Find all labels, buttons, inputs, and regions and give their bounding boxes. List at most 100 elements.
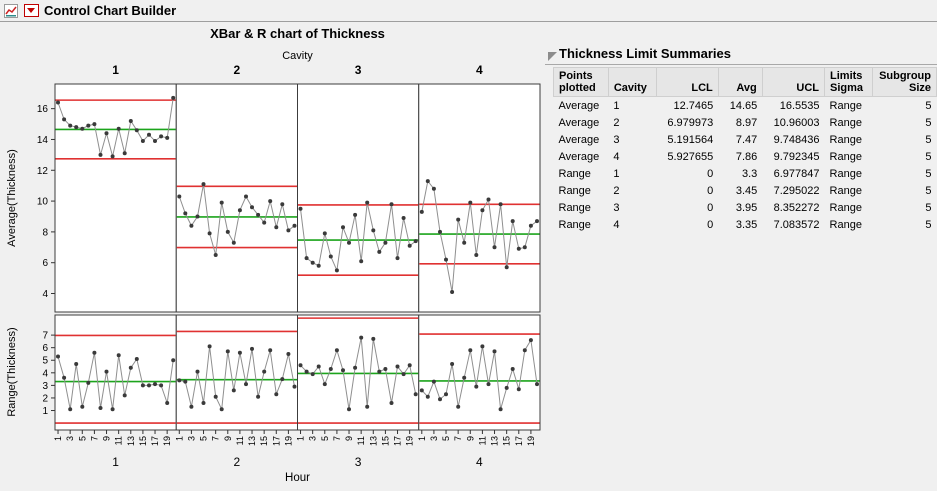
data-point[interactable] [92, 122, 97, 127]
data-point[interactable] [395, 364, 400, 369]
data-point[interactable] [328, 367, 333, 371]
data-point[interactable] [359, 259, 364, 264]
data-point[interactable] [134, 357, 139, 361]
data-point[interactable] [201, 401, 206, 405]
data-point[interactable] [116, 353, 121, 358]
summary-row[interactable]: Range 3 0 3.95 8.352272 Range 5 [554, 199, 937, 216]
data-point[interactable] [140, 383, 145, 388]
data-point[interactable] [213, 394, 218, 399]
data-point[interactable] [438, 397, 442, 402]
data-point[interactable] [456, 404, 461, 409]
xbar-panel-2[interactable] [175, 83, 298, 313]
data-point[interactable] [201, 182, 206, 187]
data-point[interactable] [274, 392, 279, 397]
data-point[interactable] [195, 369, 200, 374]
data-point[interactable] [207, 231, 212, 236]
data-point[interactable] [444, 392, 448, 397]
data-point[interactable] [183, 379, 188, 384]
data-point[interactable] [56, 354, 60, 359]
data-point[interactable] [535, 219, 539, 224]
disclosure-triangle-icon[interactable] [546, 50, 558, 62]
data-point[interactable] [147, 132, 151, 137]
data-point[interactable] [401, 372, 406, 377]
summary-row[interactable]: Range 4 0 3.35 7.083572 Range 5 [554, 216, 937, 233]
data-point[interactable] [165, 135, 170, 140]
data-point[interactable] [304, 256, 309, 261]
range-panel-3[interactable] [297, 314, 420, 431]
data-point[interactable] [377, 249, 382, 254]
data-point[interactable] [522, 348, 527, 353]
data-point[interactable] [528, 223, 533, 228]
data-point[interactable] [322, 382, 327, 387]
data-point[interactable] [68, 123, 73, 128]
data-point[interactable] [256, 394, 261, 399]
data-point[interactable] [183, 211, 188, 216]
summary-row[interactable]: Range 2 0 3.45 7.295022 Range 5 [554, 182, 937, 199]
data-point[interactable] [486, 197, 491, 202]
data-point[interactable] [110, 154, 115, 159]
data-point[interactable] [419, 209, 424, 214]
data-point[interactable] [237, 350, 242, 355]
data-point[interactable] [450, 290, 455, 294]
data-point[interactable] [334, 348, 339, 353]
data-point[interactable] [219, 407, 224, 412]
data-point[interactable] [383, 240, 388, 245]
data-point[interactable] [122, 151, 127, 156]
data-point[interactable] [153, 382, 157, 387]
xbar-panel-4[interactable] [418, 83, 541, 313]
data-point[interactable] [498, 202, 503, 207]
range-panel-4[interactable] [418, 314, 541, 431]
report-menu-button[interactable] [23, 4, 39, 18]
data-point[interactable] [195, 214, 200, 219]
data-point[interactable] [371, 228, 376, 233]
data-point[interactable] [62, 117, 67, 122]
data-point[interactable] [292, 223, 297, 228]
data-point[interactable] [389, 202, 394, 207]
data-point[interactable] [171, 95, 176, 100]
data-point[interactable] [159, 383, 164, 388]
summary-row[interactable]: Average 4 5.927655 7.86 9.792345 Range 5 [554, 148, 937, 165]
data-point[interactable] [280, 202, 285, 207]
data-point[interactable] [535, 382, 539, 387]
data-point[interactable] [419, 388, 424, 393]
data-point[interactable] [510, 367, 515, 371]
data-point[interactable] [322, 231, 327, 236]
data-point[interactable] [80, 126, 85, 131]
xbar-panel-3[interactable] [297, 83, 420, 313]
data-point[interactable] [86, 123, 91, 128]
data-point[interactable] [189, 223, 194, 228]
data-point[interactable] [468, 200, 473, 205]
data-point[interactable] [389, 401, 394, 405]
data-point[interactable] [231, 240, 236, 245]
data-point[interactable] [450, 362, 455, 366]
data-point[interactable] [268, 348, 273, 353]
data-point[interactable] [274, 225, 279, 230]
data-point[interactable] [504, 385, 509, 390]
data-point[interactable] [365, 404, 370, 409]
data-point[interactable] [116, 126, 121, 131]
data-point[interactable] [480, 208, 485, 213]
data-point[interactable] [431, 379, 436, 384]
data-point[interactable] [316, 263, 321, 268]
data-point[interactable] [237, 208, 242, 213]
data-point[interactable] [98, 152, 103, 157]
data-point[interactable] [159, 134, 164, 139]
data-point[interactable] [516, 387, 521, 392]
data-point[interactable] [456, 217, 461, 222]
data-point[interactable] [498, 407, 503, 412]
data-point[interactable] [134, 128, 139, 133]
data-point[interactable] [516, 246, 521, 251]
data-point[interactable] [250, 346, 254, 351]
data-point[interactable] [492, 349, 497, 354]
data-point[interactable] [153, 139, 157, 143]
data-point[interactable] [128, 365, 133, 370]
data-point[interactable] [74, 362, 79, 366]
data-point[interactable] [425, 179, 430, 184]
data-point[interactable] [310, 372, 315, 377]
data-point[interactable] [347, 240, 351, 245]
data-point[interactable] [298, 363, 303, 368]
data-point[interactable] [359, 335, 364, 340]
data-point[interactable] [262, 220, 267, 225]
summary-row[interactable]: Average 1 12.7465 14.65 16.5535 Range 5 [554, 97, 937, 115]
data-point[interactable] [383, 367, 388, 371]
